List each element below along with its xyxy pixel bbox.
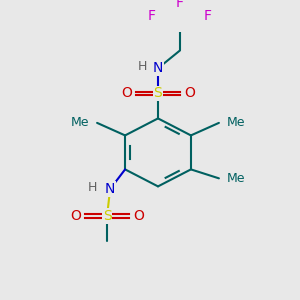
Text: H: H [137,60,147,73]
Text: F: F [204,9,212,23]
Text: O: O [70,209,81,223]
Text: O: O [121,86,132,100]
Text: Me: Me [227,116,245,129]
Text: N: N [105,182,115,196]
Text: Me: Me [70,116,89,129]
Text: H: H [87,181,97,194]
Text: F: F [176,0,184,10]
Text: O: O [184,86,195,100]
Text: Me: Me [227,172,245,185]
Text: S: S [103,209,112,223]
Text: S: S [154,86,162,100]
Text: F: F [148,9,156,23]
Text: N: N [153,61,163,75]
Text: O: O [133,209,144,223]
